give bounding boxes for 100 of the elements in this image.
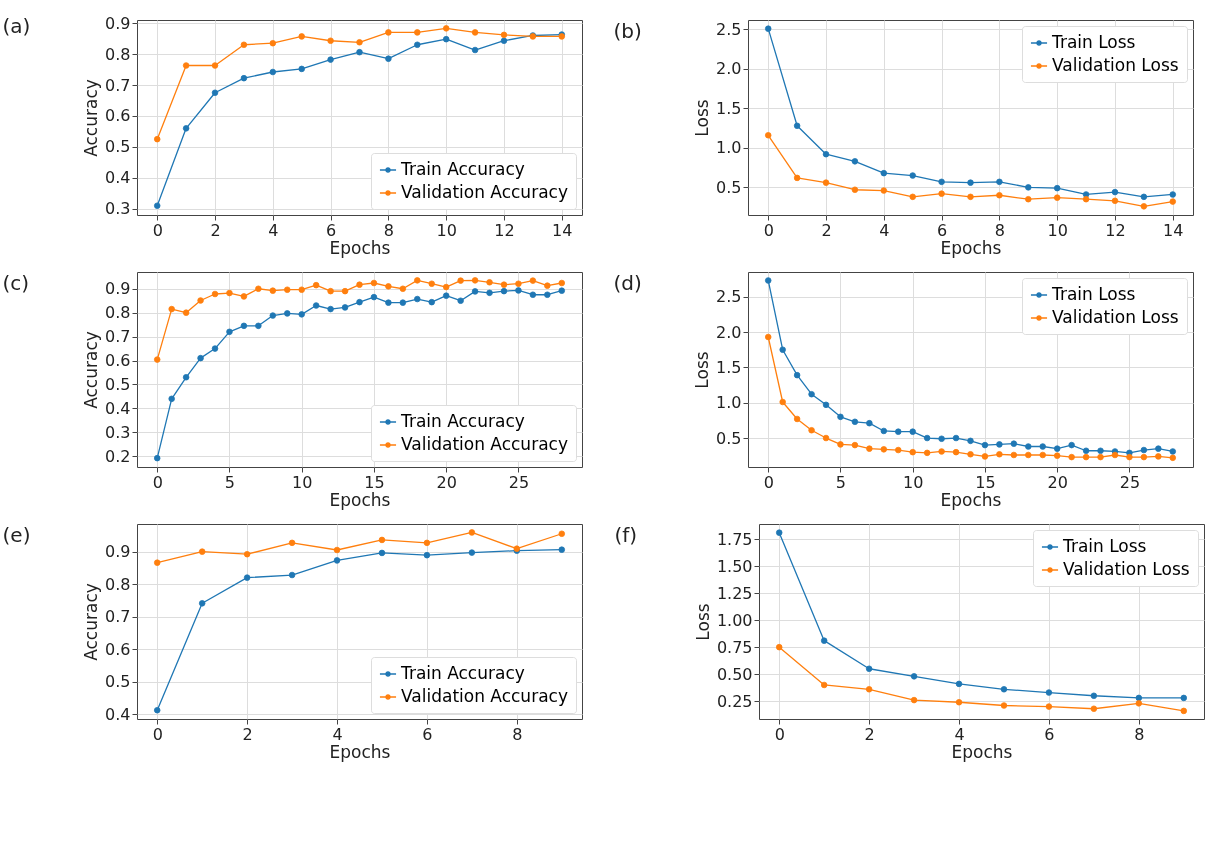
point — [486, 279, 493, 286]
point — [288, 539, 296, 547]
x-tick-label: 4 — [332, 724, 343, 744]
point — [356, 298, 363, 306]
point — [1111, 451, 1119, 459]
point — [851, 418, 859, 426]
point — [298, 33, 305, 40]
point — [255, 285, 262, 292]
point — [1126, 453, 1133, 461]
point — [327, 37, 334, 44]
point — [808, 391, 815, 398]
x-tick-label: 2 — [821, 220, 832, 240]
point — [1135, 694, 1143, 702]
point — [765, 132, 772, 139]
point — [240, 293, 248, 300]
point — [1053, 452, 1061, 459]
x-tick-label: 6 — [422, 724, 433, 744]
point — [327, 305, 334, 313]
y-tick-label: 1.5 — [716, 357, 742, 377]
point — [356, 39, 363, 46]
y-tick-label: 0.8 — [105, 574, 131, 594]
point — [333, 557, 341, 564]
point — [154, 356, 161, 363]
point — [909, 193, 916, 201]
point — [996, 192, 1003, 199]
point — [298, 65, 305, 73]
x-tick-label: 0 — [763, 220, 774, 240]
point — [500, 287, 508, 295]
x-tick-label: 10 — [436, 220, 457, 240]
y-axis-title: Loss — [692, 603, 713, 641]
point — [428, 280, 435, 287]
y-tick-label: 0.2 — [105, 446, 131, 466]
point — [529, 291, 537, 298]
point — [356, 281, 363, 288]
point — [793, 122, 801, 130]
point — [1169, 191, 1176, 198]
x-tick-label: 0 — [152, 220, 163, 240]
point — [1169, 198, 1176, 205]
point — [1097, 453, 1104, 461]
y-tick-label: 0.7 — [105, 327, 131, 347]
point — [240, 322, 248, 330]
point — [154, 202, 161, 209]
point — [1039, 443, 1046, 450]
point — [1025, 195, 1032, 203]
point — [341, 287, 349, 295]
point — [1010, 451, 1018, 459]
y-tick-label: 0.9 — [105, 279, 131, 299]
point — [822, 150, 830, 158]
x-tick-label: 15 — [364, 472, 385, 492]
legend-label: Train Accuracy — [400, 663, 525, 683]
point — [1135, 700, 1143, 707]
point — [154, 135, 161, 143]
point — [515, 287, 522, 294]
point — [1010, 440, 1018, 447]
point — [880, 446, 888, 453]
point — [910, 673, 918, 680]
point — [1180, 694, 1187, 702]
point — [197, 297, 204, 304]
point — [182, 374, 190, 381]
point — [182, 125, 190, 132]
point — [457, 277, 464, 284]
y-tick-label: 0.7 — [105, 75, 131, 95]
point — [793, 174, 801, 182]
point — [544, 291, 551, 298]
point — [442, 35, 450, 43]
x-axis-title: Epochs — [951, 741, 1013, 762]
legend-label: Validation Loss — [1063, 559, 1190, 579]
x-tick-label: 20 — [436, 472, 457, 492]
x-axis-title: Epochs — [329, 489, 391, 510]
point — [327, 287, 334, 295]
point — [312, 302, 320, 309]
y-tick-label: 0.5 — [105, 672, 131, 692]
y-tick-label: 1.0 — [716, 393, 742, 413]
point — [952, 434, 960, 442]
point — [558, 546, 565, 553]
point — [765, 333, 772, 341]
x-tick-label: 0 — [774, 724, 785, 744]
y-axis-title: Accuracy — [81, 79, 102, 157]
point — [1140, 453, 1148, 461]
point — [284, 310, 291, 317]
point — [776, 643, 783, 651]
point — [284, 286, 291, 293]
point — [269, 39, 277, 47]
x-axis-title: Epochs — [329, 237, 391, 258]
y-tick-label: 0.6 — [105, 639, 131, 659]
chart-title: (d) — [613, 271, 642, 295]
x-tick-label: 2 — [210, 220, 221, 240]
point — [1155, 445, 1162, 452]
point — [765, 25, 772, 32]
point — [923, 434, 931, 442]
point — [1082, 453, 1090, 461]
point — [938, 190, 945, 197]
point — [500, 31, 508, 39]
y-tick-label: 0.5 — [716, 177, 742, 197]
point — [182, 309, 190, 316]
point — [468, 549, 476, 556]
point — [793, 415, 801, 423]
point — [240, 74, 248, 82]
point — [865, 665, 873, 672]
point — [378, 536, 386, 544]
